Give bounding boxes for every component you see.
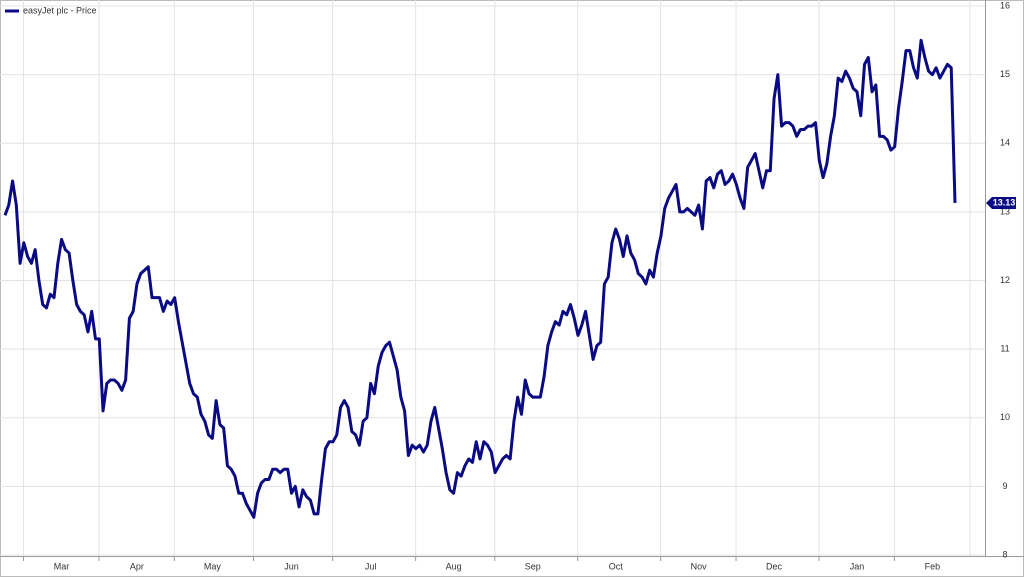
price-line bbox=[3, 38, 957, 519]
y-tick-label: 10 bbox=[1000, 412, 1010, 422]
x-tick-label: Oct bbox=[609, 561, 624, 571]
x-tick-label: Aug bbox=[446, 561, 462, 571]
y-tick-label: 16 bbox=[1000, 0, 1010, 10]
x-tick-label: Dec bbox=[766, 561, 783, 571]
x-tick-label: Mar bbox=[54, 561, 70, 571]
y-tick-label: 15 bbox=[1000, 69, 1010, 79]
x-tick-label: Jun bbox=[284, 561, 299, 571]
y-tick-label: 13 bbox=[1000, 206, 1010, 216]
y-tick-label: 12 bbox=[1000, 275, 1010, 285]
x-tick-label: Jul bbox=[365, 561, 377, 571]
legend: easyJet plc - Price bbox=[5, 5, 97, 15]
x-tick-label: Sep bbox=[525, 561, 541, 571]
x-tick-label: May bbox=[204, 561, 222, 571]
y-tick-label: 8 bbox=[1002, 549, 1007, 559]
y-tick-label: 14 bbox=[1000, 138, 1010, 148]
last-value-badge bbox=[986, 196, 1016, 209]
x-tick-label: Apr bbox=[130, 561, 144, 571]
x-tick-label: Nov bbox=[691, 561, 708, 571]
x-tick-label: Jan bbox=[850, 561, 865, 571]
last-value-label: 13.13 bbox=[993, 197, 1016, 207]
plot-area bbox=[3, 38, 957, 519]
y-tick-label: 9 bbox=[1002, 481, 1007, 491]
x-tick-label: Feb bbox=[925, 561, 941, 571]
grid bbox=[0, 0, 985, 556]
y-tick-label: 11 bbox=[1000, 344, 1009, 354]
legend-label: easyJet plc - Price bbox=[23, 5, 97, 15]
